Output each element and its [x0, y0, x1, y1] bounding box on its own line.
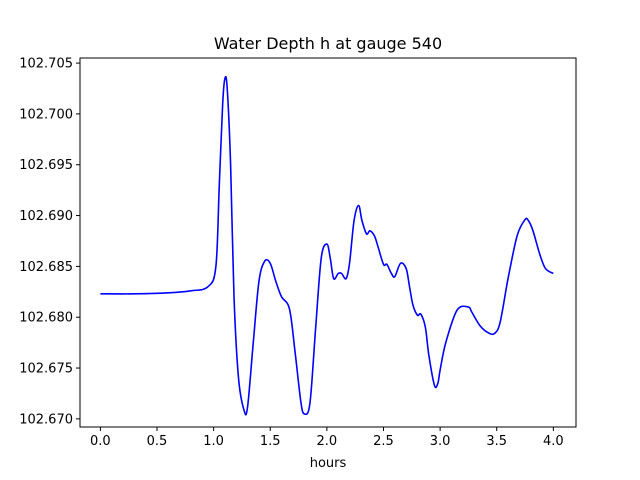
y-tick-label: 102.695: [19, 158, 73, 173]
plot-frame: [79, 57, 577, 428]
x-tick-label: 2.5: [373, 434, 394, 449]
x-axis-label: hours: [310, 456, 347, 471]
y-tick-label: 102.690: [19, 209, 73, 224]
x-tick-label: 1.0: [203, 434, 224, 449]
y-tick-label: 102.680: [19, 311, 73, 326]
series-line: [100, 75, 554, 416]
y-tick-label: 102.685: [19, 260, 73, 275]
y-tick-label: 102.670: [19, 412, 73, 427]
x-tick-label: 0.5: [147, 434, 168, 449]
x-tick-label: 3.5: [486, 434, 507, 449]
y-tick-label: 102.700: [19, 107, 73, 122]
x-tick-label: 4.0: [543, 434, 564, 449]
y-tick-label: 102.705: [19, 57, 73, 72]
x-tick-label: 2.0: [317, 434, 338, 449]
x-tick-label: 3.0: [430, 434, 451, 449]
y-axis: 102.670 102.675 102.680 102.685 102.690 102.6…: [19, 57, 80, 427]
x-axis: 0.0 0.5 1.0 1.5 2.0 2.5 3.0 3.5 4.0: [90, 427, 564, 449]
x-tick-label: 1.5: [260, 434, 281, 449]
series-layer: [100, 75, 554, 416]
chart-title: Water Depth h at gauge 540: [214, 34, 442, 53]
x-tick-label: 0.0: [90, 434, 111, 449]
y-tick-label: 102.675: [19, 362, 73, 377]
plot-area: [80, 58, 576, 427]
